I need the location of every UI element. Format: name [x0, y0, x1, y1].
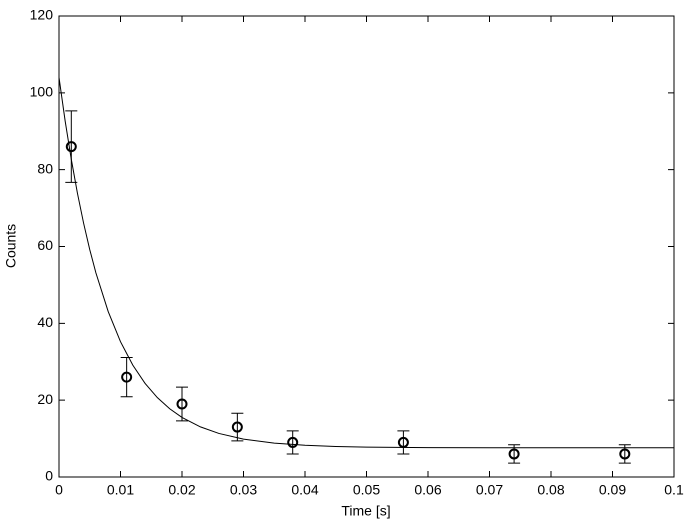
x-tick-label: 0.09 — [599, 482, 626, 498]
y-tick-label: 40 — [37, 314, 53, 330]
error-bar — [397, 430, 410, 455]
data-point — [121, 371, 133, 383]
data-point — [65, 141, 77, 153]
y-tick-label: 0 — [45, 468, 53, 484]
x-tick-label: 0.04 — [291, 482, 318, 498]
x-tick-label: 0.1 — [664, 482, 684, 498]
error-bar — [120, 357, 133, 398]
x-tick-label: 0.02 — [168, 482, 195, 498]
error-bar — [65, 110, 78, 183]
y-axis-label: Counts — [3, 224, 19, 268]
data-point — [176, 398, 188, 410]
x-tick-label: 0.03 — [230, 482, 257, 498]
x-tick-label: 0.01 — [107, 482, 134, 498]
error-bar — [508, 444, 521, 464]
data-point — [397, 436, 409, 448]
x-tick-label: 0.06 — [414, 482, 441, 498]
x-tick-label: 0 — [55, 482, 63, 498]
fit-curve — [58, 77, 674, 449]
x-tick-label: 0.05 — [353, 482, 380, 498]
y-tick-label: 100 — [30, 84, 54, 100]
y-tick-label: 80 — [37, 160, 53, 176]
error-bar — [286, 430, 299, 455]
error-bar — [618, 444, 631, 464]
x-tick-label: 0.08 — [537, 482, 564, 498]
y-tick-label: 120 — [30, 7, 54, 23]
data-point — [231, 421, 243, 433]
error-bar — [176, 386, 188, 422]
x-axis-label: Time [s] — [341, 503, 390, 519]
data-point — [508, 448, 520, 460]
plot-frame — [58, 15, 675, 478]
x-tick-label: 0.07 — [476, 482, 503, 498]
data-point — [287, 436, 299, 448]
data-point — [619, 448, 631, 460]
y-tick-label: 60 — [37, 237, 53, 253]
error-bar — [231, 412, 244, 442]
y-tick-label: 20 — [37, 391, 53, 407]
